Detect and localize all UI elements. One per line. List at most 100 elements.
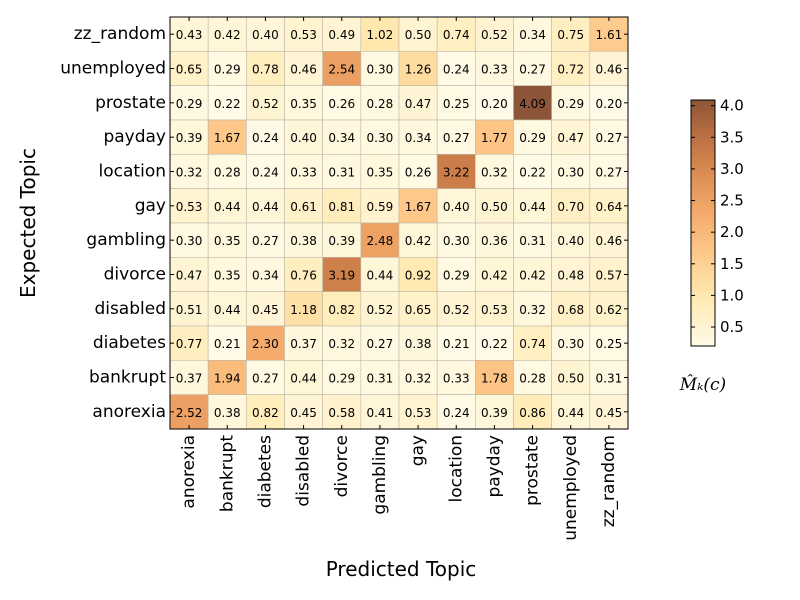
heatmap-cell [589, 257, 629, 292]
cell-value-label: 1.26 [405, 63, 432, 77]
cell-value-label: 0.37 [290, 337, 317, 351]
cell-value-label: 0.45 [290, 406, 317, 420]
heatmap-cell [551, 119, 591, 155]
heatmap-cell [322, 51, 362, 86]
cell-value-label: 0.47 [557, 131, 584, 145]
heatmap-cell [513, 119, 552, 155]
heatmap-cell [207, 16, 247, 52]
heatmap-cell [360, 291, 400, 327]
cell-value-label: 0.40 [557, 234, 584, 248]
cell-value-label: 0.92 [405, 269, 432, 283]
cell-value-label: 0.53 [176, 200, 203, 214]
cell-value-label: 0.40 [290, 131, 317, 145]
cell-value-label: 0.26 [405, 166, 432, 180]
cell-value-label: 0.50 [405, 28, 432, 42]
cell-value-label: 0.47 [405, 97, 432, 111]
heatmap-cell [207, 291, 247, 327]
heatmap-cell [513, 188, 552, 224]
y-tick-label: prostate [95, 93, 166, 113]
heatmap-cell [513, 51, 552, 86]
cell-value-label: 0.21 [214, 337, 241, 351]
cell-value-label: 0.27 [596, 166, 623, 180]
heatmap-cell [398, 222, 438, 258]
colorbar-tick-label: 1.0 [720, 286, 744, 304]
cell-value-label: 0.28 [214, 166, 241, 180]
heatmap-cell [246, 85, 285, 121]
cell-value-label: 0.30 [367, 63, 394, 77]
heatmap-cell [398, 51, 438, 86]
heatmap-cell [475, 222, 514, 258]
y-tick-label: diabetes [93, 333, 166, 353]
heatmap-cell [589, 16, 629, 52]
x-tick-label: bankrupt [217, 435, 237, 512]
heatmap-cell [513, 394, 552, 430]
cell-value-label: 1.67 [405, 200, 432, 214]
cell-value-label: 1.02 [367, 28, 394, 42]
cell-value-label: 0.28 [519, 372, 546, 386]
heatmap-cell [551, 325, 591, 361]
y-tick-label: gay [135, 196, 166, 216]
heatmap-cell [284, 51, 323, 86]
cell-value-label: 0.52 [443, 303, 470, 317]
heatmap-cell [322, 257, 362, 292]
y-tick-label: anorexia [92, 402, 166, 422]
cell-value-label: 0.42 [214, 28, 241, 42]
cell-value-label: 0.52 [252, 97, 279, 111]
cell-value-label: 0.32 [176, 166, 203, 180]
heatmap-cell [475, 188, 514, 224]
cell-value-label: 0.22 [519, 166, 546, 180]
y-tick-label: unemployed [60, 59, 166, 79]
x-tick-label: location [446, 435, 466, 502]
heatmap-cell [589, 188, 629, 224]
cell-value-label: 1.78 [481, 372, 508, 386]
cell-value-label: 0.53 [290, 28, 317, 42]
cell-value-label: 0.44 [214, 303, 241, 317]
colorbar-tick-label: 3.0 [720, 160, 744, 178]
cell-value-label: 0.22 [214, 97, 241, 111]
colorbar-tick-label: 1.5 [720, 255, 744, 273]
heatmap-cell [589, 360, 629, 395]
cell-value-label: 0.27 [252, 234, 279, 248]
cell-value-label: 0.53 [405, 406, 432, 420]
colorbar-ticks: 0.5 1.0 1.5 2.0 2.5 3.0 3.5 4.0 [691, 97, 744, 336]
cell-value-label: 0.44 [214, 200, 241, 214]
heatmap-cell [169, 291, 209, 327]
cell-value-label: 2.52 [176, 406, 203, 420]
cell-value-label: 0.31 [328, 166, 355, 180]
cell-value-label: 0.76 [290, 269, 317, 283]
heatmap-cell [284, 85, 323, 121]
cell-value-label: 0.59 [367, 200, 394, 214]
cell-value-label: 0.61 [290, 200, 317, 214]
cell-value-label: 0.30 [176, 234, 203, 248]
heatmap-cell [589, 325, 629, 361]
x-tick-label: payday [484, 435, 504, 498]
cell-value-label: 0.31 [596, 372, 623, 386]
x-tick-label: diabetes [255, 435, 275, 508]
cell-value-label: 0.58 [328, 406, 355, 420]
cell-value-label: 0.44 [252, 200, 279, 214]
cell-value-label: 0.32 [328, 337, 355, 351]
colorbar-tick-label: 2.5 [720, 192, 744, 210]
heatmap-cell [284, 257, 323, 292]
cell-value-label: 0.34 [328, 131, 355, 145]
heatmap-cell [207, 360, 247, 395]
heatmap-cell [513, 360, 552, 395]
cell-value-label: 0.24 [252, 166, 279, 180]
cell-value-label: 0.25 [443, 97, 470, 111]
cell-value-label: 0.31 [367, 372, 394, 386]
cell-value-label: 0.24 [443, 63, 470, 77]
heatmap-cell [246, 154, 285, 189]
cell-value-label: 0.39 [176, 131, 203, 145]
heatmap-cell [436, 51, 476, 86]
heatmap-cell [284, 119, 323, 155]
cell-value-label: 0.20 [596, 97, 623, 111]
cell-value-label: 0.44 [367, 269, 394, 283]
heatmap-cell [436, 360, 476, 395]
cell-value-label: 0.45 [596, 406, 623, 420]
cell-value-label: 0.86 [519, 406, 546, 420]
heatmap-cell [398, 325, 438, 361]
heatmap-cell [207, 154, 247, 189]
heatmap-cell [169, 85, 209, 121]
heatmap-cell [284, 291, 323, 327]
heatmap-cell [360, 394, 400, 430]
